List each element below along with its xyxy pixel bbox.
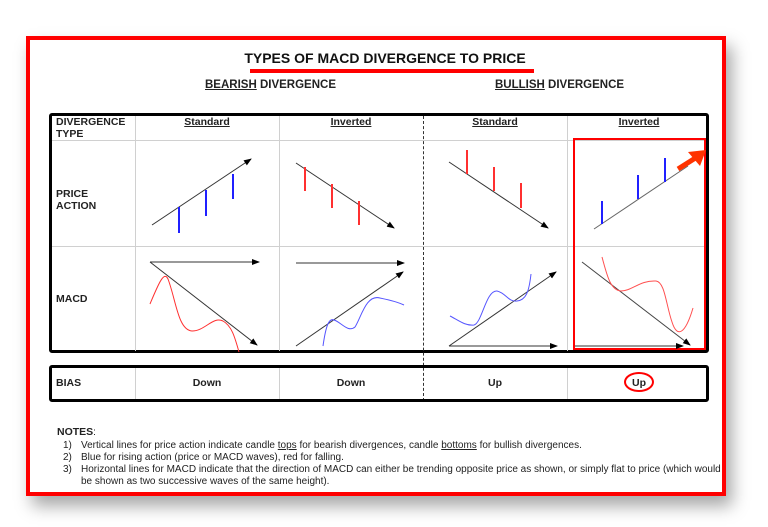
notes-section: NOTES: 1) Vertical lines for price action… — [57, 426, 721, 487]
highlight-box — [573, 138, 706, 350]
bearish-bullish-divider — [423, 116, 424, 401]
note-2: 2) Blue for rising action (price or MACD … — [63, 452, 344, 463]
col-divider — [567, 116, 568, 351]
divergence-table — [49, 113, 709, 353]
note-3: 3) Horizontal lines for MACD indicate tha… — [63, 464, 721, 487]
price-bullish-standard — [448, 150, 549, 229]
col-bearish-standard: Standard — [184, 116, 230, 128]
bias-bullish-standard: Up — [488, 377, 502, 389]
bias-bearish-inverted: Down — [336, 377, 366, 389]
col-divider — [135, 368, 136, 399]
macd-bullish-inverted — [575, 256, 694, 349]
callout-arrow-icon — [676, 150, 706, 172]
bias-bearish-standard: Down — [192, 377, 222, 389]
row-divider — [52, 246, 706, 247]
col-bullish-inverted: Inverted — [618, 116, 660, 128]
col-bearish-inverted: Inverted — [330, 116, 372, 128]
price-bullish-inverted — [593, 158, 689, 230]
row-divider — [52, 140, 706, 141]
col-divider — [279, 368, 280, 399]
divergence-type-header: DIVERGENCE TYPE — [56, 116, 126, 140]
diagram-title: TYPES OF MACD DIVERGENCE TO PRICE — [244, 50, 526, 66]
macd-row-label: MACD — [56, 293, 88, 305]
macd-bearish-standard — [149, 259, 260, 353]
col-divider — [567, 368, 568, 399]
col-divider — [135, 116, 136, 351]
macd-bullish-standard — [448, 271, 558, 349]
bias-label: BIAS — [56, 377, 82, 389]
title-underline — [250, 69, 534, 73]
col-bullish-standard: Standard — [472, 116, 518, 128]
bearish-section-heading: BEARISH DIVERGENCE — [205, 79, 337, 91]
bias-row — [49, 365, 709, 402]
diagram-frame — [26, 36, 726, 496]
notes-title: NOTES — [57, 426, 94, 438]
price-action-row-label: PRICE ACTION — [56, 188, 97, 212]
bullish-section-heading: BULLISH DIVERGENCE — [495, 79, 625, 91]
macd-bearish-inverted — [295, 260, 405, 347]
col-divider — [279, 116, 280, 351]
bias-highlight-circle — [624, 372, 654, 392]
price-bearish-inverted — [295, 162, 395, 229]
price-bearish-standard — [151, 158, 252, 233]
note-1: 1) Vertical lines for price action indica… — [63, 440, 582, 451]
